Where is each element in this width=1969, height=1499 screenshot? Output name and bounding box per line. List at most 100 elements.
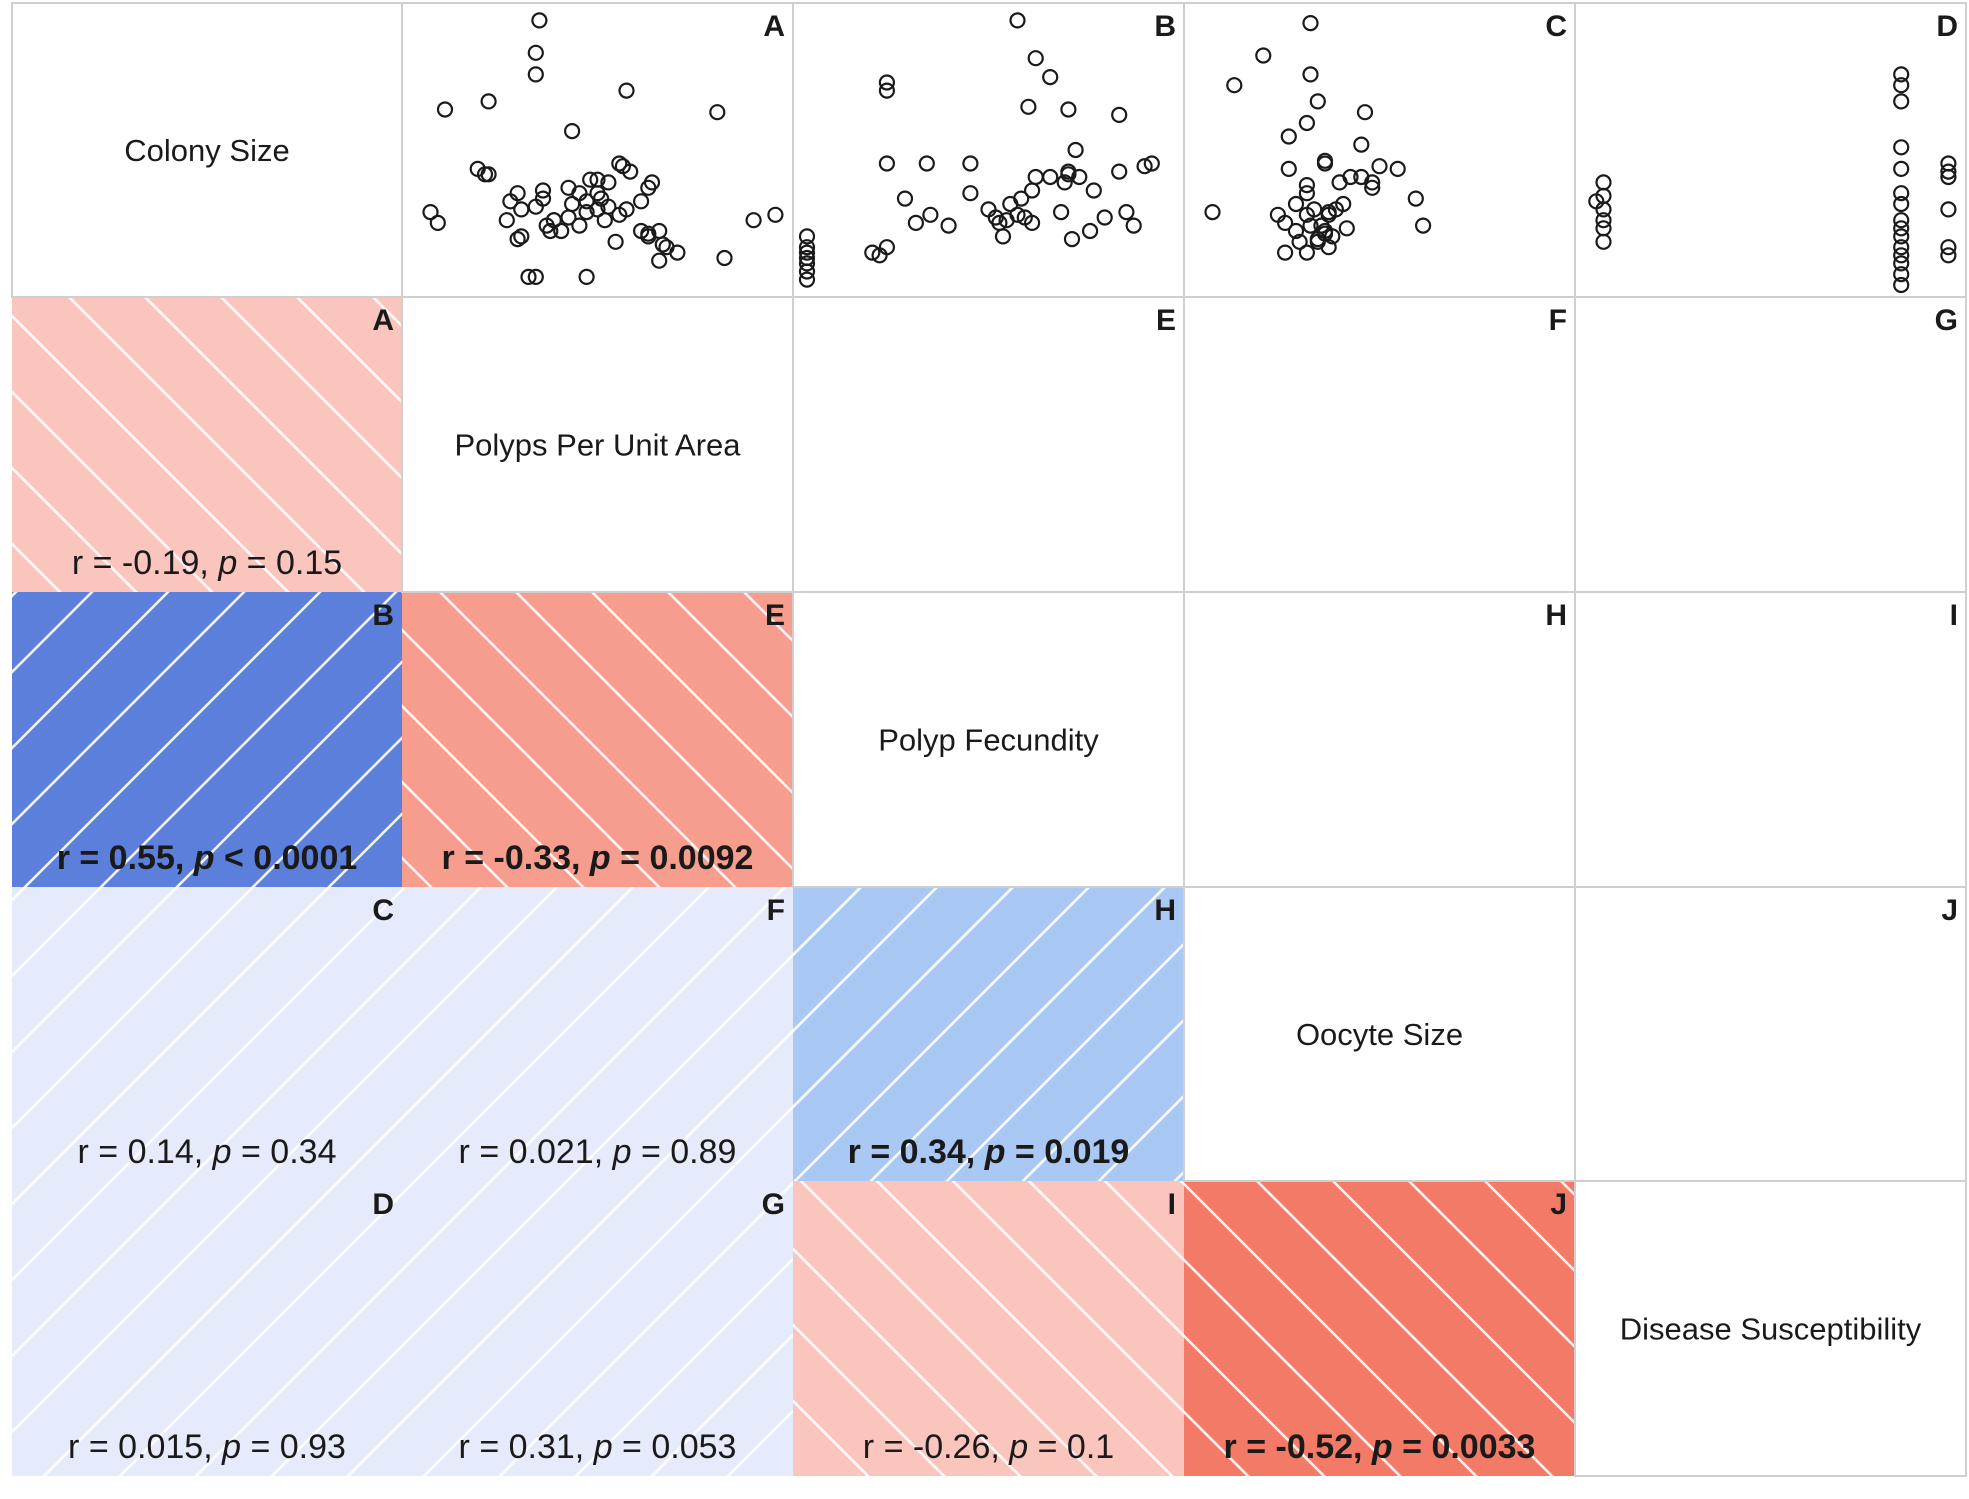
data-point <box>1302 66 1319 83</box>
data-point <box>716 249 733 267</box>
panel-letter: E <box>765 599 785 632</box>
panel-letter: J <box>1941 894 1958 927</box>
corr-stat-A: r = -0.19, p = 0.15 <box>72 544 342 582</box>
corr-cell-J <box>1184 1181 1575 1476</box>
data-point <box>1276 244 1294 261</box>
panel-letter: F <box>767 894 785 927</box>
data-point <box>1893 255 1910 272</box>
data-point <box>1940 201 1957 218</box>
corr-cell-B <box>12 592 402 887</box>
cell-border <box>1574 591 1967 888</box>
data-point <box>1893 276 1910 294</box>
data-point <box>1595 233 1612 250</box>
cell-border <box>1183 296 1576 593</box>
corr-cell-hatch <box>12 592 402 887</box>
data-point <box>669 244 686 261</box>
corr-cell-hatch <box>12 887 402 1181</box>
grid-layer <box>11 2 1967 1477</box>
data-point <box>1940 155 1957 172</box>
corr-cell-I <box>793 1181 1184 1476</box>
data-point <box>607 233 624 250</box>
data-point <box>1111 106 1128 124</box>
corr-cell-F <box>402 887 793 1181</box>
panel-letter: G <box>762 1188 785 1221</box>
cell-border <box>1574 296 1967 593</box>
data-point <box>1893 185 1910 202</box>
data-point <box>513 201 530 218</box>
corr-stat-B: r = 0.55, p < 0.0001 <box>57 839 358 877</box>
data-point <box>1298 206 1316 223</box>
data-point <box>878 74 896 91</box>
data-point <box>1893 247 1910 264</box>
data-point <box>1096 209 1113 226</box>
data-point <box>1136 158 1153 175</box>
variable-label: Oocyte Size <box>1296 1017 1463 1052</box>
cell-border <box>1183 591 1576 888</box>
data-point <box>864 244 881 261</box>
variable-label: Polyp Fecundity <box>878 723 1099 758</box>
data-point <box>600 198 617 215</box>
data-point <box>1027 50 1044 67</box>
corr-cell-hatch <box>1184 1181 1575 1476</box>
data-point <box>1280 128 1297 145</box>
data-point <box>545 212 563 229</box>
panel-letter: C <box>1545 10 1567 43</box>
data-point <box>798 228 816 245</box>
panel-letter: H <box>1545 599 1567 632</box>
data-point <box>611 155 628 172</box>
data-point <box>527 44 544 61</box>
data-point <box>527 268 544 285</box>
data-point <box>632 193 650 210</box>
data-point <box>1085 182 1102 199</box>
corr-stat-J: r = -0.52, p = 0.0033 <box>1224 1428 1536 1466</box>
data-point <box>1364 179 1381 196</box>
data-point <box>422 204 439 221</box>
data-point <box>1298 177 1316 194</box>
data-point <box>1013 190 1030 207</box>
data-point <box>798 255 816 272</box>
data-point <box>618 201 635 218</box>
data-point <box>994 228 1012 245</box>
corr-cell-hatch <box>402 1181 793 1476</box>
data-point <box>600 174 617 191</box>
data-point <box>962 185 979 202</box>
scatter-panel-D <box>1588 66 1957 294</box>
data-point <box>1226 77 1243 94</box>
panel-letter: A <box>763 10 785 43</box>
variable-label: Disease Susceptibility <box>1620 1312 1922 1347</box>
corr-cell-hatch <box>793 1181 1184 1476</box>
data-point <box>878 82 896 99</box>
data-point <box>1060 101 1077 118</box>
data-point <box>1280 160 1297 177</box>
data-point <box>534 182 552 199</box>
data-point <box>1320 239 1337 256</box>
corr-stat-I: r = -0.26, p = 0.1 <box>863 1428 1114 1466</box>
cell-border <box>1574 886 1967 1182</box>
data-point <box>1893 93 1910 110</box>
variable-label: Polyps Per Unit Area <box>454 428 741 463</box>
data-point <box>553 222 570 240</box>
data-point <box>1893 77 1910 94</box>
data-point <box>1940 163 1957 180</box>
data-point <box>622 163 639 180</box>
corr-cell-H <box>793 887 1184 1181</box>
data-point <box>1364 174 1381 191</box>
data-point <box>534 190 552 207</box>
data-point <box>513 228 530 245</box>
data-point <box>643 174 661 191</box>
data-point <box>1389 160 1406 177</box>
data-point <box>1371 158 1388 175</box>
data-point <box>798 244 816 261</box>
data-point <box>918 155 935 172</box>
data-point <box>1023 214 1041 231</box>
corr-cell-A <box>12 297 402 592</box>
data-point <box>1893 160 1910 177</box>
data-point <box>1287 195 1305 213</box>
data-point <box>1893 139 1910 156</box>
data-point <box>654 236 671 253</box>
data-point <box>531 12 548 29</box>
corr-stat-F: r = 0.021, p = 0.89 <box>459 1133 737 1171</box>
cells-layer <box>12 297 1575 1476</box>
data-point <box>1353 136 1370 153</box>
